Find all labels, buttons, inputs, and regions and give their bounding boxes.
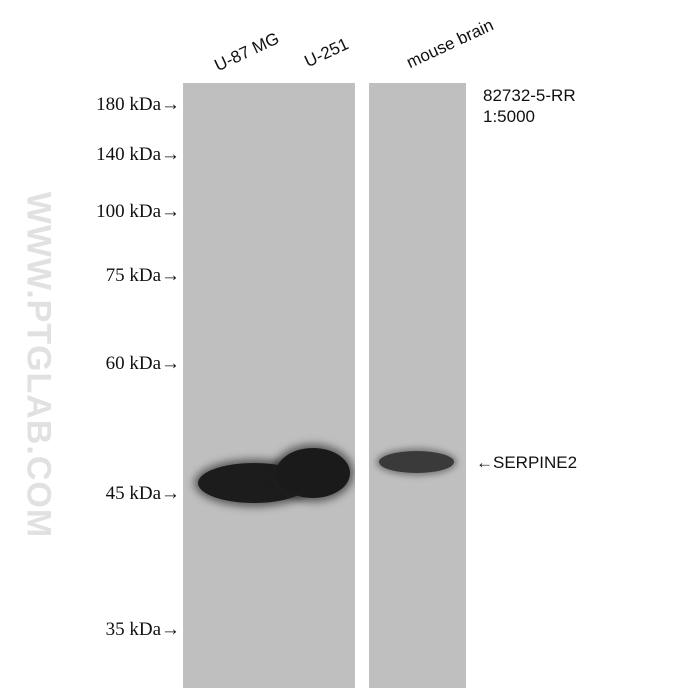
marker-35: 35 kDa→ [105,619,180,640]
antibody-dilution: 1:5000 [483,107,535,126]
marker-60: 60 kDa→ [105,353,180,374]
blot-panel-left [183,83,355,688]
marker-180: 180 kDa→ [96,94,180,115]
lane-label-mouse-brain: mouse brain [403,15,497,73]
marker-75: 75 kDa→ [105,265,180,286]
watermark: WWW.PTGLAB.COM [19,191,58,539]
antibody-catalog: 82732-5-RR [483,86,576,105]
marker-140: 140 kDa→ [96,144,180,165]
target-label: ←SERPINE2 [476,453,578,472]
lane-label-u251: U-251 [301,34,352,72]
marker-100: 100 kDa→ [96,201,180,222]
band-mouse-brain [379,451,454,473]
lane-label-u87mg: U-87 MG [211,28,283,76]
marker-45: 45 kDa→ [105,483,180,504]
band-u251 [276,448,350,498]
blot-panel-right [369,83,466,688]
